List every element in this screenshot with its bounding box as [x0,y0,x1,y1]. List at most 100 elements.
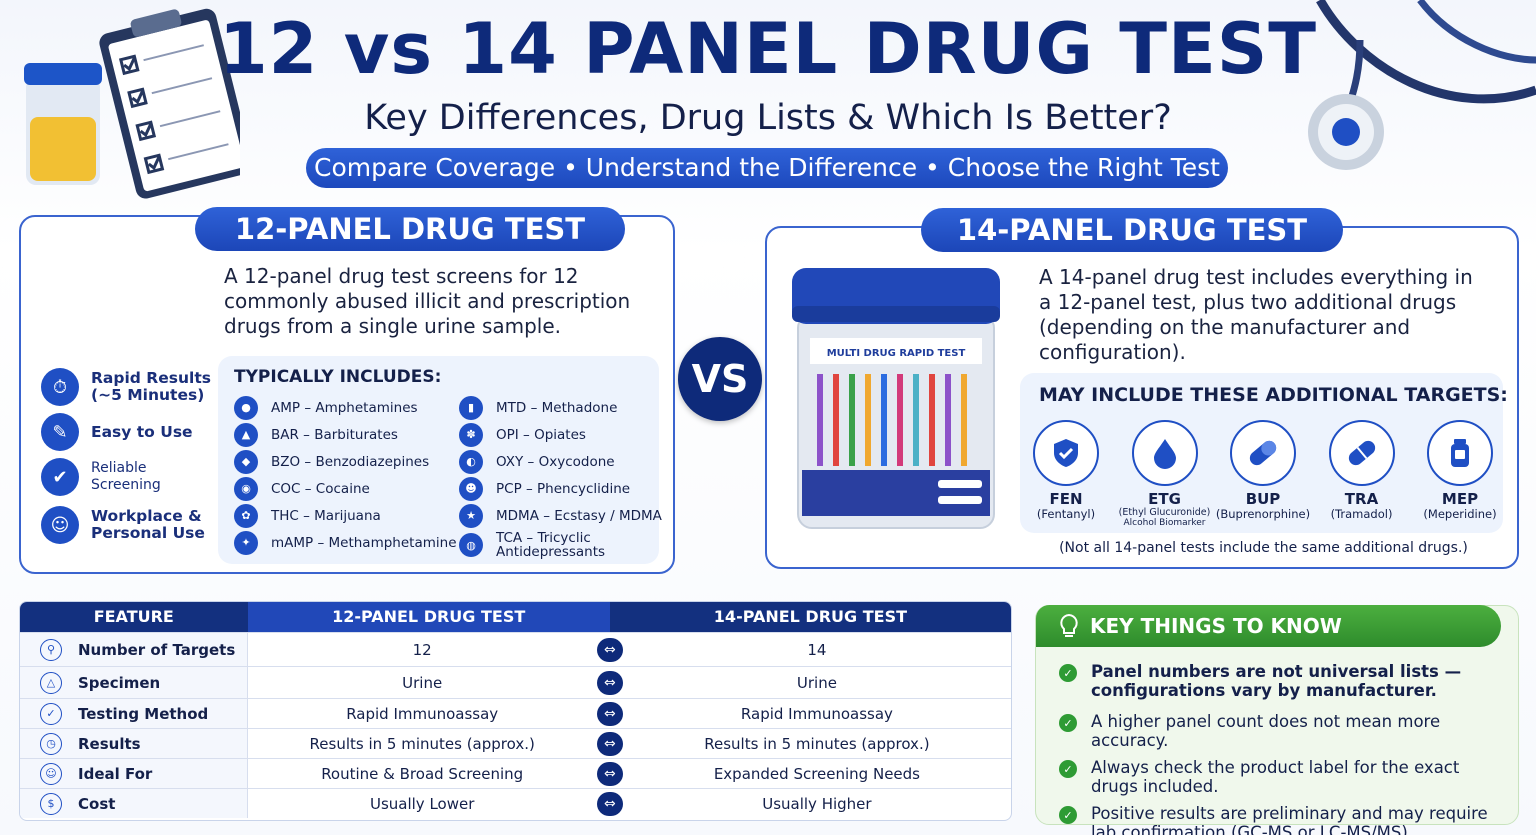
feature-label: Reliable Screening [91,460,161,493]
comparison-table: FEATURE 12-PANEL DRUG TEST 14-PANEL DRUG… [19,601,1012,821]
value-14: 14 [807,640,827,659]
feature-cell: ⚲ Number of Targets [20,633,248,666]
pill-icon [1328,420,1395,486]
target-name: (Buprenorphine) [1215,507,1311,521]
value-14: Usually Higher [762,794,872,813]
drug-label: COC – Cocaine [271,480,370,497]
includes-heading: TYPICALLY INCLUDES: [234,367,442,387]
flame-icon: ▲ [234,422,258,447]
target-sub: Alcohol Biomarker [1123,518,1206,528]
drug-row: ◉ COC – Cocaine [234,475,457,502]
drug-test-cup-illustration: MULTI DRUG RAPID TEST [792,268,1000,529]
table-row: △ Specimen Urine ⇔ Urine [20,666,1011,698]
includes-box [218,356,659,564]
double-arrow-icon: ⇔ [596,637,623,662]
bottle-icon: ▮ [459,395,483,420]
person-icon: ☺ [41,506,79,544]
key-item: ✓ Positive results are preliminary and m… [1059,804,1509,835]
drug-label: THC – Marijuana [271,507,381,524]
brain-icon: ◍ [459,533,483,557]
feature-item: ⏱ Rapid Results (~5 Minutes) [41,366,216,408]
feature-label: Easy to Use [91,422,193,441]
drug-label: BAR – Barbiturates [271,426,398,443]
results-icon: ◷ [40,732,62,755]
target-name: (Fentanyl) [1036,507,1096,521]
arrow-cell: ⇔ [596,633,623,666]
feature-cell: ☺ Ideal For [20,759,248,788]
panel-12-title: 12-PANEL DRUG TEST [195,207,625,251]
target-fen: FEN (Fentanyl) [1018,420,1114,528]
header-12: 12-PANEL DRUG TEST [247,602,610,632]
target-name: (Tramadol) [1330,507,1393,521]
value-12: Urine [402,673,443,692]
value-12: 12 [412,640,432,659]
target-mep: MEP (Meperidine) [1412,420,1508,528]
table-row: ◷ Results Results in 5 minutes (approx.) … [20,728,1011,758]
target-etg: ETG (Ethyl Glucuronide) Alcohol Biomarke… [1117,420,1213,528]
target-code: FEN [1049,490,1083,508]
target-bup: BUP (Buprenorphine) [1215,420,1311,528]
tablet-icon: ◐ [459,449,483,474]
drug-label: mAMP – Methamphetamine [271,534,457,551]
header-feature: FEATURE [20,602,248,632]
target-code: TRA [1344,490,1379,508]
drug-row: ▲ BAR – Barbiturates [234,421,457,448]
drug-row: ✦ mAMP – Methamphetamine [234,529,457,556]
target-name: (Ethyl Glucuronide) [1118,507,1211,518]
drug-row: ▮ MTD – Methadone [459,394,662,421]
feature-item: ✎ Easy to Use [41,411,216,453]
key-text: Always check the product label for the e… [1091,758,1460,796]
feature-label: Specimen [78,673,161,692]
table-row: ☺ Ideal For Routine & Broad Screening ⇔ E… [20,758,1011,788]
drug-label: MTD – Methadone [496,399,618,416]
testing-method-icon: ✓ [40,702,62,725]
double-arrow-icon: ⇔ [596,670,623,695]
feature-label: Cost [78,794,116,813]
drug-row: ◆ BZO – Benzodiazepines [234,448,457,475]
key-things-list: ✓ Panel numbers are not universal lists … [1059,662,1509,835]
droplet-icon [1131,420,1198,486]
ecstasy-pill-icon: ★ [459,503,483,528]
check-icon: ✓ [1059,714,1077,732]
drug-row: ☻ PCP – Phencyclidine [459,475,662,502]
arrow-cell: ⇔ [596,789,623,818]
feature-cell: $ Cost [20,789,248,818]
drug-list-left: ● AMP – Amphetamines ▲ BAR – Barbiturates … [234,394,457,556]
value-14: Urine [796,673,837,692]
clipboard-illustration [24,8,240,199]
page-subtitle: Key Differences, Drug Lists & Which Is B… [364,98,1172,138]
drug-row: ● AMP – Amphetamines [234,394,457,421]
feature-label: Number of Targets [78,640,236,659]
feature-label: Results [78,734,141,753]
double-arrow-icon: ⇔ [596,761,623,786]
check-icon: ✓ [1059,760,1077,778]
table-row: $ Cost Usually Lower ⇔ Usually Higher [20,788,1011,818]
leaf-icon: ✿ [234,503,258,528]
value-12: Usually Lower [369,794,475,813]
table-row: ✓ Testing Method Rapid Immunoassay ⇔ Rapi… [20,698,1011,728]
checkmark-icon: ✔ [41,458,79,496]
feature-label: Ideal For [78,764,153,783]
arrow-cell: ⇔ [596,699,623,728]
key-item: ✓ Panel numbers are not universal lists … [1059,662,1509,700]
targets-note: (Not all 14-panel tests include the same… [1059,540,1468,556]
ideal-for-icon: ☺ [40,762,62,785]
value-12: Results in 5 minutes (approx.) [309,734,535,753]
table-header: FEATURE 12-PANEL DRUG TEST 14-PANEL DRUG… [20,602,1011,632]
powder-icon: ◉ [234,476,258,501]
drug-row: ◍ TCA – Tricyclic Antidepressants [459,529,662,561]
page-title: 12 vs 14 PANEL DRUG TEST [218,8,1318,90]
value-14: Expanded Screening Needs [713,764,920,783]
target-name: (Meperidine) [1423,507,1497,521]
panel-12-description: A 12-panel drug test screens for 12 comm… [224,264,631,338]
double-arrow-icon: ⇔ [596,731,623,756]
drug-label: BZO – Benzodiazepines [271,453,430,470]
targets-row: FEN (Fentanyl) ETG (Ethyl Glucuronide) A… [1018,420,1508,528]
key-text: Positive results are preliminary and may… [1091,804,1488,835]
vs-badge: VS [678,337,762,421]
value-12: Routine & Broad Screening [321,764,524,783]
header-14: 14-PANEL DRUG TEST [609,602,1011,632]
table-row: ⚲ Number of Targets 12 ⇔ 14 [20,632,1011,666]
cup-label: MULTI DRUG RAPID TEST [827,348,966,359]
feature-cell: ◷ Results [20,729,248,758]
